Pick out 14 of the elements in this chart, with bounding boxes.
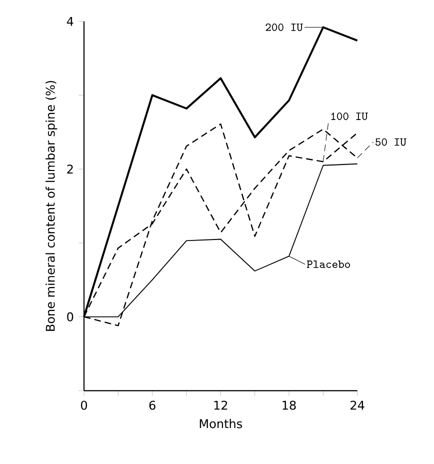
series-label: 100 IU [331,112,368,120]
x-tick-label: 18 [282,400,296,410]
legend-label: Placebo [306,260,350,268]
legend-label: 50 IU [376,138,406,146]
y-tick-label: 4 [66,16,74,26]
x-axis-title: Months [200,418,242,428]
x-tick-label: 0 [80,400,88,410]
x-tick-label: 6 [149,400,156,410]
x-tick-label: 24 [350,400,364,410]
y-tick-label: 0 [67,312,74,322]
y-axis-title: Bone mineral content of lumbar spine (%) [46,80,58,331]
y-tick-label: 2 [67,164,73,174]
x-tick-label: 12 [214,400,228,410]
series-label: 200 IU [266,23,303,32]
